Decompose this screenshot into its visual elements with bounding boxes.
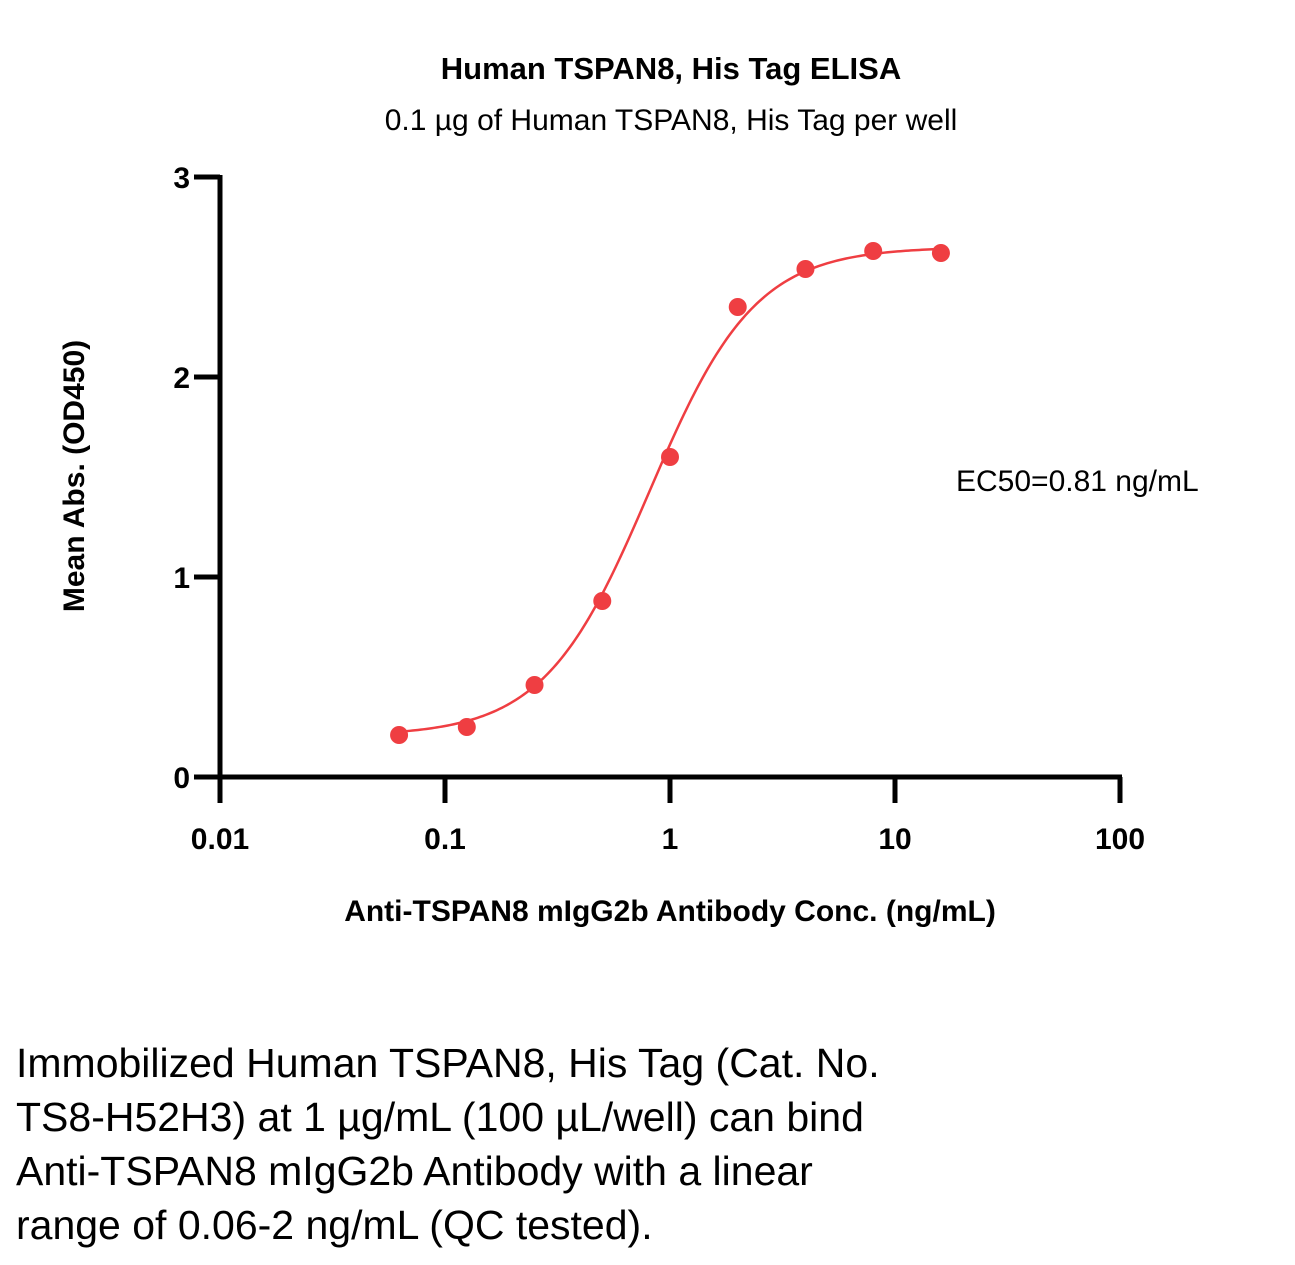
x-tick-label: 0.1	[424, 823, 466, 856]
fit-curve	[398, 247, 941, 734]
data-point	[457, 718, 476, 736]
caption-line: TS8-H52H3) at 1 µg/mL (100 µL/well) can …	[16, 1094, 864, 1140]
data-point	[728, 298, 747, 316]
data-point	[593, 592, 612, 610]
y-ticks: 0 1 2 3	[173, 162, 220, 795]
x-tick-label: 0.01	[191, 823, 249, 856]
data-point	[390, 726, 409, 744]
chart-title: Human TSPAN8, His Tag ELISA	[441, 51, 901, 86]
data-points	[390, 242, 950, 744]
x-axis-label: Anti-TSPAN8 mIgG2b Antibody Conc. (ng/mL…	[344, 895, 996, 928]
y-tick-label: 2	[173, 362, 190, 395]
data-point	[864, 242, 883, 260]
data-point	[931, 244, 950, 262]
data-point	[796, 260, 815, 278]
x-tick-label: 10	[878, 823, 911, 856]
y-tick-label: 1	[173, 562, 190, 595]
caption-line: Immobilized Human TSPAN8, His Tag (Cat. …	[16, 1040, 880, 1086]
data-point	[525, 676, 544, 694]
data-point	[661, 448, 679, 466]
x-ticks: 0.01 0.1 1 10 100	[191, 777, 1145, 856]
chart-subtitle: 0.1 µg of Human TSPAN8, His Tag per well	[385, 104, 958, 137]
caption-line: range of 0.06-2 ng/mL (QC tested).	[16, 1202, 653, 1248]
y-axis-label: Mean Abs. (OD450)	[58, 340, 91, 612]
y-tick-label: 0	[173, 762, 190, 795]
x-tick-label: 100	[1095, 823, 1145, 856]
caption-line: Anti-TSPAN8 mIgG2b Antibody with a linea…	[16, 1148, 813, 1194]
figure-caption: Immobilized Human TSPAN8, His Tag (Cat. …	[16, 1036, 1276, 1252]
y-tick-label: 3	[173, 162, 190, 195]
ec50-annotation: EC50=0.81 ng/mL	[956, 465, 1199, 498]
x-tick-label: 1	[662, 823, 679, 856]
elisa-chart: Human TSPAN8, His Tag ELISA 0.1 µg of Hu…	[58, 51, 1199, 928]
